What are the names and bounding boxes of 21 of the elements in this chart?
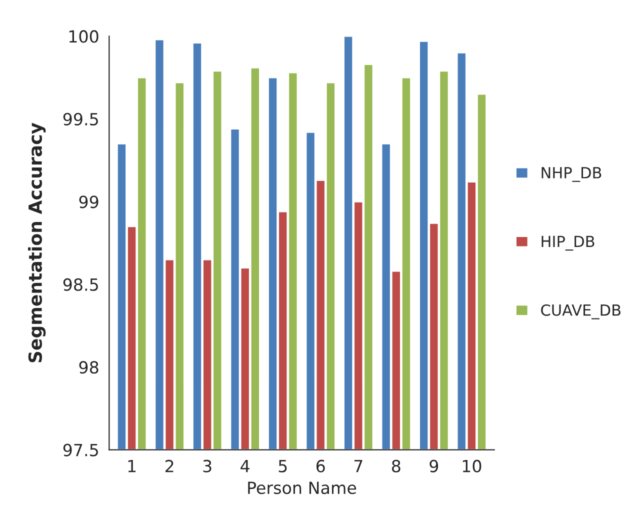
x-axis-title: Person Name — [248, 482, 356, 494]
x-tick-label: 10 — [462, 460, 482, 472]
legend-label: HIP_DB — [542, 236, 594, 251]
x-tick-label: 9 — [430, 460, 438, 472]
x-tick-label: 6 — [316, 460, 325, 472]
x-tick-label: 7 — [354, 460, 362, 472]
y-axis-title: Segmentation Accuracy — [28, 122, 46, 362]
legend-label: NHP_DB — [542, 167, 602, 182]
x-tick-label: 8 — [392, 460, 400, 472]
x-tick-label: 2 — [165, 460, 174, 472]
y-tick-label: 98.5 — [63, 278, 98, 291]
x-tick-label: 3 — [203, 460, 212, 472]
y-tick-label: 98 — [79, 361, 98, 374]
x-tick-label: 5 — [278, 460, 287, 472]
x-tick-label: 1 — [128, 460, 136, 472]
y-tick-label: 99 — [79, 196, 98, 208]
y-tick-label: 99.5 — [63, 112, 98, 126]
y-tick-label: 100 — [69, 30, 98, 43]
legend-label: CUAVE_DB — [541, 304, 620, 320]
x-tick-label: 4 — [240, 460, 250, 472]
y-tick-label: 97.5 — [63, 444, 98, 456]
